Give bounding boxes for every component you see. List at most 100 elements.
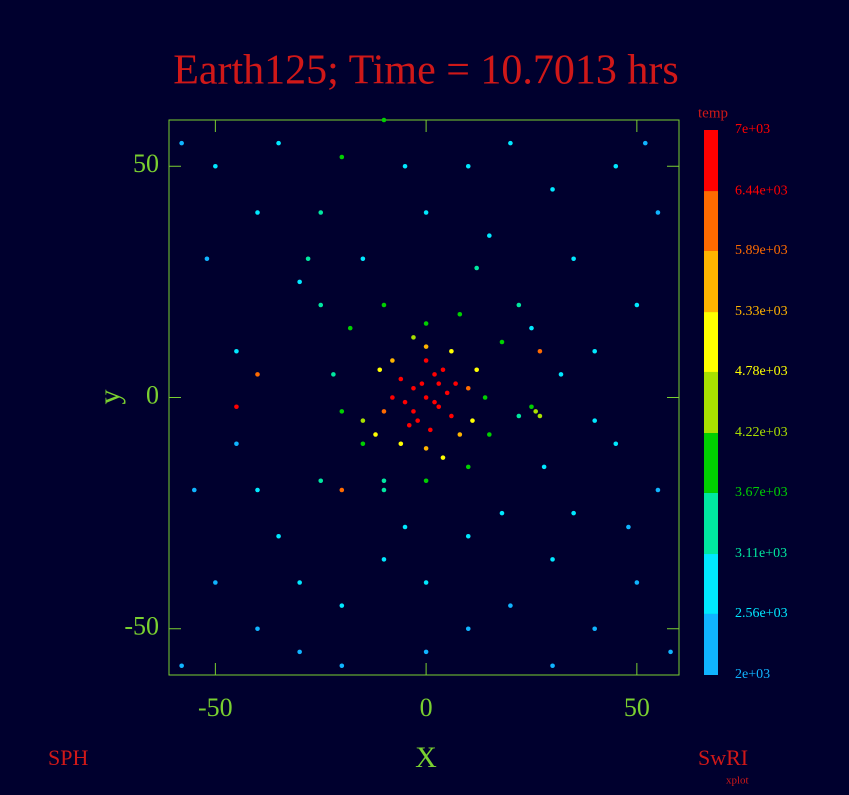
- particle: [465, 163, 471, 169]
- particle: [432, 399, 437, 405]
- particle: [402, 399, 408, 405]
- particle: [508, 140, 513, 146]
- particle: [550, 187, 555, 192]
- colorbar-band: [704, 554, 718, 614]
- colorbar-band: [704, 492, 718, 555]
- colorbar-tick-label: 2e+03: [735, 667, 770, 682]
- particle: [179, 663, 184, 669]
- colorbar-tick-label: 3.67e+03: [735, 485, 788, 500]
- particle: [432, 372, 437, 377]
- particle: [411, 335, 416, 340]
- particle: [634, 302, 640, 308]
- particle: [360, 441, 366, 447]
- particle: [537, 348, 543, 354]
- particle: [655, 210, 661, 215]
- particle: [470, 418, 475, 423]
- x-tick-label: 0: [420, 693, 433, 722]
- particle: [482, 395, 488, 400]
- footer-left: SPH: [48, 745, 88, 770]
- particle: [571, 256, 576, 262]
- particle: [423, 344, 429, 349]
- particle: [474, 367, 479, 373]
- particle: [297, 279, 302, 285]
- particle: [537, 413, 543, 419]
- x-tick-label: -50: [198, 693, 233, 722]
- particle: [402, 524, 408, 530]
- particle: [381, 302, 387, 308]
- x-axis-label: X: [415, 741, 437, 774]
- particle: [592, 626, 598, 632]
- particle: [339, 487, 345, 493]
- particle: [255, 210, 260, 215]
- particle: [613, 163, 619, 169]
- particle: [436, 381, 442, 386]
- particle: [234, 441, 239, 447]
- x-tick-label: 50: [624, 693, 650, 722]
- particle: [423, 446, 429, 451]
- colorbar-label: temp: [698, 105, 728, 121]
- particle: [440, 455, 446, 460]
- particle: [411, 409, 416, 414]
- particle: [204, 256, 210, 262]
- colorbar-band: [704, 130, 718, 192]
- particle: [411, 385, 416, 391]
- colorbar-tick-label: 5.89e+03: [735, 243, 788, 258]
- particle: [529, 404, 534, 410]
- particle: [642, 140, 648, 146]
- particle: [381, 487, 387, 493]
- particle: [297, 649, 302, 655]
- colorbar-tick-label: 2.56e+03: [735, 606, 788, 621]
- particle: [381, 557, 387, 562]
- particle: [423, 395, 429, 400]
- particle: [428, 427, 433, 433]
- particle: [179, 140, 184, 146]
- particle: [297, 580, 302, 585]
- colorbar-tick-label: 4.78e+03: [735, 364, 788, 379]
- particle: [398, 441, 404, 447]
- particle: [465, 626, 471, 632]
- particle: [318, 302, 324, 308]
- particle: [423, 358, 429, 363]
- particle: [533, 409, 538, 414]
- particle: [613, 441, 619, 447]
- particle: [423, 649, 429, 655]
- colorbar-band: [704, 191, 718, 251]
- particle: [381, 409, 387, 414]
- particle: [541, 464, 547, 470]
- particle: [449, 348, 454, 354]
- particle: [390, 358, 395, 363]
- y-axis-label: y: [93, 390, 126, 405]
- particle: [255, 372, 260, 377]
- particle: [571, 510, 576, 516]
- particle: [276, 533, 281, 539]
- particle: [449, 413, 454, 419]
- particle: [339, 409, 345, 414]
- particle: [655, 487, 661, 493]
- chart-title: Earth125; Time = 10.7013 hrs: [173, 48, 679, 94]
- particle: [406, 422, 412, 428]
- particle: [255, 626, 260, 632]
- particle: [440, 367, 446, 373]
- particle: [423, 321, 429, 326]
- particle: [423, 478, 429, 484]
- colorbar-tick-label: 5.33e+03: [735, 304, 788, 319]
- particle: [668, 649, 673, 655]
- colorbar-band: [704, 312, 718, 372]
- particle: [474, 265, 479, 271]
- particle: [213, 580, 218, 585]
- y-tick-label: 50: [133, 149, 159, 178]
- particle: [487, 233, 492, 238]
- particle: [457, 432, 463, 437]
- particle: [516, 413, 522, 419]
- particle: [550, 663, 555, 669]
- particle: [465, 385, 471, 391]
- particle: [453, 381, 458, 386]
- particle: [499, 510, 505, 516]
- particle: [444, 390, 450, 396]
- particle: [339, 154, 345, 160]
- particle: [592, 418, 598, 423]
- particle: [234, 404, 239, 410]
- particle: [318, 478, 324, 484]
- particle: [592, 348, 598, 354]
